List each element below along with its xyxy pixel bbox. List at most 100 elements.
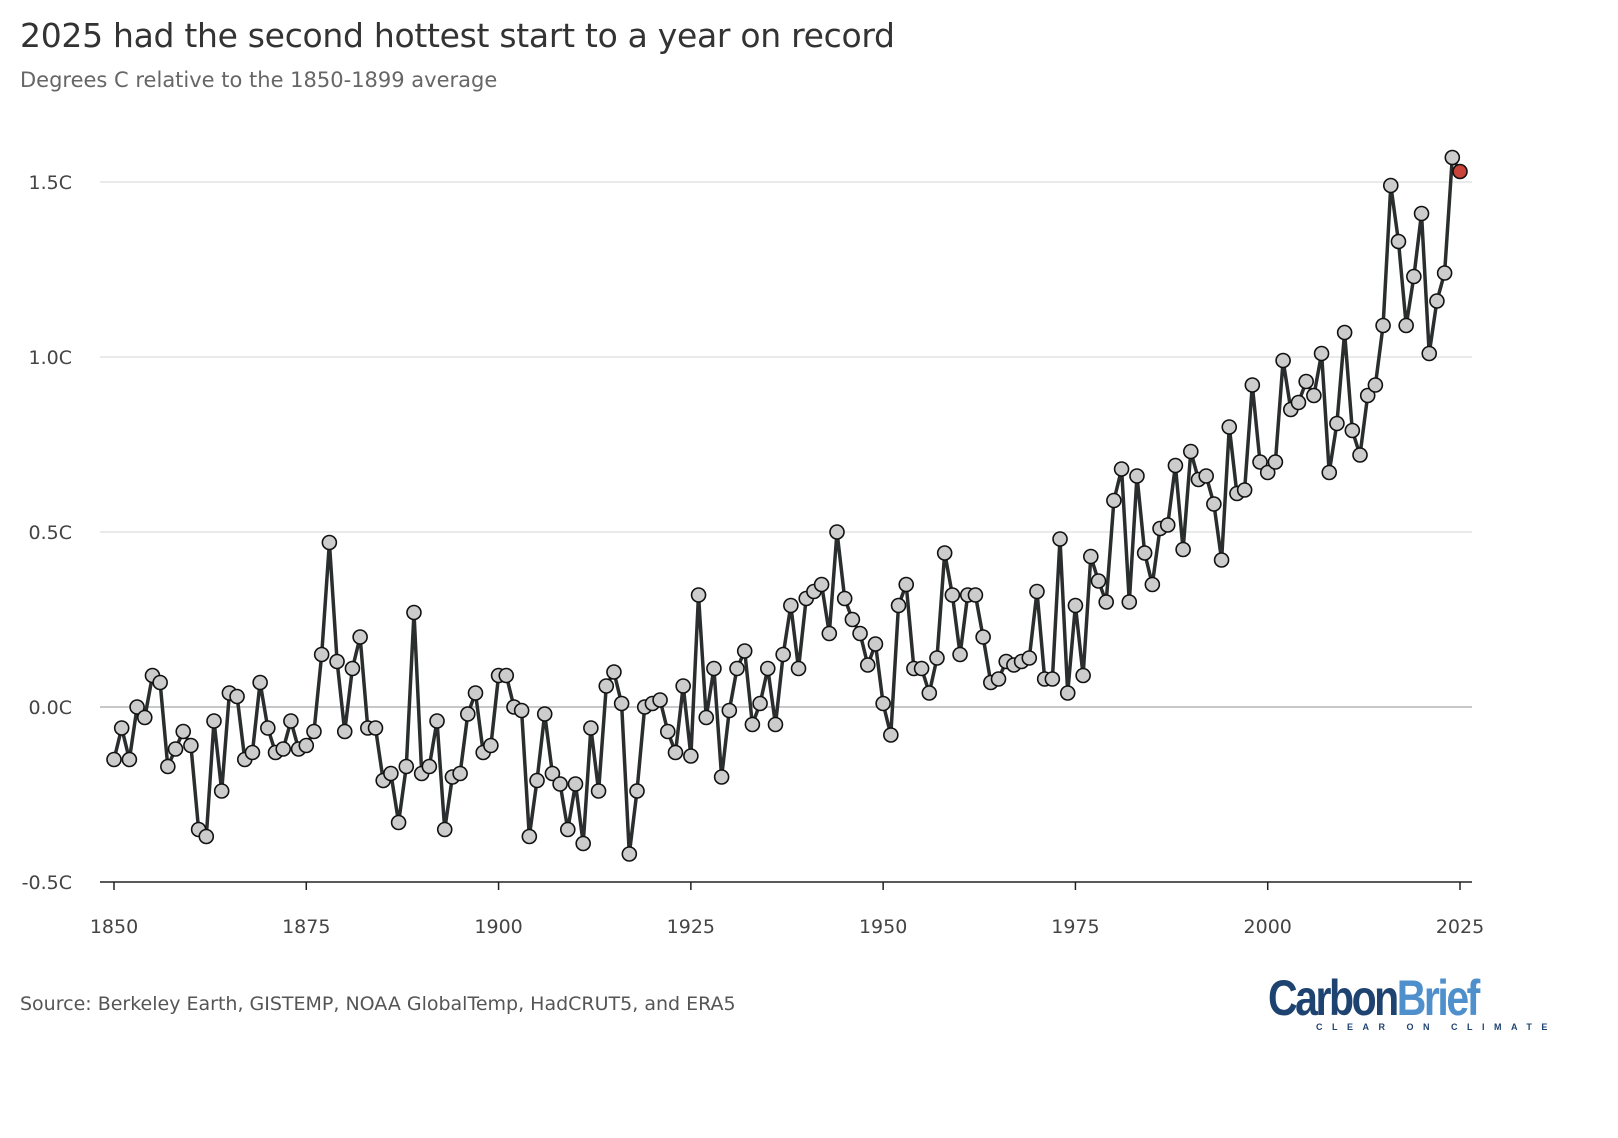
data-point-1873 — [283, 713, 299, 729]
data-point-1878 — [321, 534, 338, 551]
y-tick-label: -0.5C — [22, 872, 72, 894]
data-point-1989 — [1175, 541, 1191, 558]
data-point-1896 — [460, 706, 476, 722]
data-point-1872 — [275, 741, 292, 757]
data-point-1962 — [967, 587, 984, 603]
highlight-point-2025 — [1452, 163, 1468, 180]
data-point-1904 — [521, 828, 538, 845]
data-point-1857 — [160, 758, 176, 775]
data-point-1994 — [1213, 552, 1230, 568]
y-tick-label: 1.5C — [29, 172, 72, 194]
data-point-1921 — [652, 692, 668, 708]
data-point-1960 — [952, 646, 968, 663]
y-tick-label: 0.5C — [29, 522, 72, 544]
data-point-2008 — [1321, 464, 1338, 481]
data-point-1944 — [829, 524, 845, 540]
data-point-1997 — [1236, 482, 1253, 498]
data-point-1851 — [113, 720, 130, 736]
x-tick-label: 2025 — [1436, 916, 1484, 938]
data-point-1881 — [344, 660, 361, 677]
data-point-1907 — [544, 765, 561, 782]
data-point-1972 — [1044, 671, 1061, 687]
data-point-1889 — [406, 604, 422, 621]
temperature-series — [106, 149, 1468, 862]
data-point-1987 — [1159, 517, 1176, 533]
data-point-1952 — [890, 597, 907, 614]
data-point-1946 — [844, 611, 861, 628]
data-point-1888 — [398, 758, 415, 775]
data-point-1970 — [1029, 583, 1045, 600]
chart-subtitle: Degrees C relative to the 1850-1899 aver… — [20, 68, 498, 92]
data-point-1866 — [229, 688, 245, 705]
data-point-1947 — [852, 625, 868, 642]
data-point-1856 — [152, 674, 168, 691]
data-point-1886 — [383, 765, 399, 782]
data-point-1955 — [913, 660, 930, 677]
data-point-1910 — [567, 776, 584, 792]
data-point-1876 — [306, 723, 322, 740]
data-point-1979 — [1098, 594, 1114, 610]
x-tick-label: 1850 — [90, 916, 138, 938]
data-point-2023 — [1436, 265, 1453, 281]
temperature-line — [112, 155, 1462, 856]
data-point-1870 — [260, 720, 276, 736]
data-point-1942 — [813, 576, 830, 593]
data-point-1990 — [1183, 443, 1199, 460]
data-point-1980 — [1106, 492, 1122, 509]
data-point-1993 — [1206, 496, 1222, 512]
data-point-2024 — [1444, 149, 1461, 166]
data-point-1933 — [744, 716, 761, 733]
data-point-1939 — [790, 660, 807, 677]
data-point-2014 — [1367, 377, 1384, 393]
data-point-2007 — [1313, 345, 1330, 362]
data-point-1981 — [1113, 461, 1130, 477]
data-point-1992 — [1198, 468, 1214, 484]
data-point-2005 — [1298, 373, 1314, 390]
data-point-1976 — [1075, 667, 1091, 684]
data-point-1860 — [183, 737, 199, 754]
data-point-1863 — [206, 713, 222, 729]
data-point-1969 — [1021, 650, 1038, 666]
data-point-1998 — [1244, 377, 1261, 393]
data-point-2018 — [1398, 317, 1414, 334]
data-point-1880 — [336, 723, 353, 740]
logo-brief: Brief — [1396, 970, 1481, 1026]
data-point-1897 — [467, 685, 484, 701]
data-point-1973 — [1052, 531, 1068, 547]
data-point-1934 — [752, 695, 768, 712]
data-point-1928 — [706, 660, 722, 677]
data-point-1929 — [713, 769, 730, 785]
data-point-2011 — [1344, 422, 1361, 439]
data-point-1945 — [836, 590, 853, 607]
data-point-2012 — [1352, 447, 1368, 463]
data-point-1926 — [690, 587, 707, 603]
data-point-1985 — [1144, 576, 1161, 593]
x-tick-label: 2000 — [1244, 916, 1292, 938]
data-point-1893 — [436, 821, 453, 838]
data-point-1899 — [483, 737, 499, 754]
data-point-1914 — [598, 678, 615, 694]
data-point-1892 — [429, 713, 445, 729]
data-point-2001 — [1267, 454, 1284, 470]
data-point-1965 — [990, 671, 1007, 687]
data-point-1909 — [559, 821, 576, 838]
data-point-2009 — [1329, 415, 1345, 432]
data-point-2006 — [1306, 387, 1322, 404]
data-point-1875 — [298, 737, 315, 754]
data-point-1951 — [883, 727, 899, 743]
data-point-1983 — [1129, 468, 1145, 484]
data-point-2002 — [1275, 352, 1291, 369]
data-point-1927 — [698, 709, 715, 726]
data-point-1884 — [367, 720, 384, 736]
data-point-1956 — [921, 685, 938, 701]
data-point-1912 — [583, 720, 599, 736]
x-tick-label: 1875 — [282, 916, 330, 938]
data-point-1937 — [775, 646, 791, 663]
data-point-1977 — [1083, 548, 1099, 565]
data-point-1887 — [390, 814, 407, 831]
data-point-1905 — [529, 772, 545, 789]
data-point-1949 — [867, 636, 884, 652]
data-point-1975 — [1067, 597, 1084, 614]
data-point-1850 — [106, 751, 122, 768]
data-point-1923 — [667, 744, 684, 761]
